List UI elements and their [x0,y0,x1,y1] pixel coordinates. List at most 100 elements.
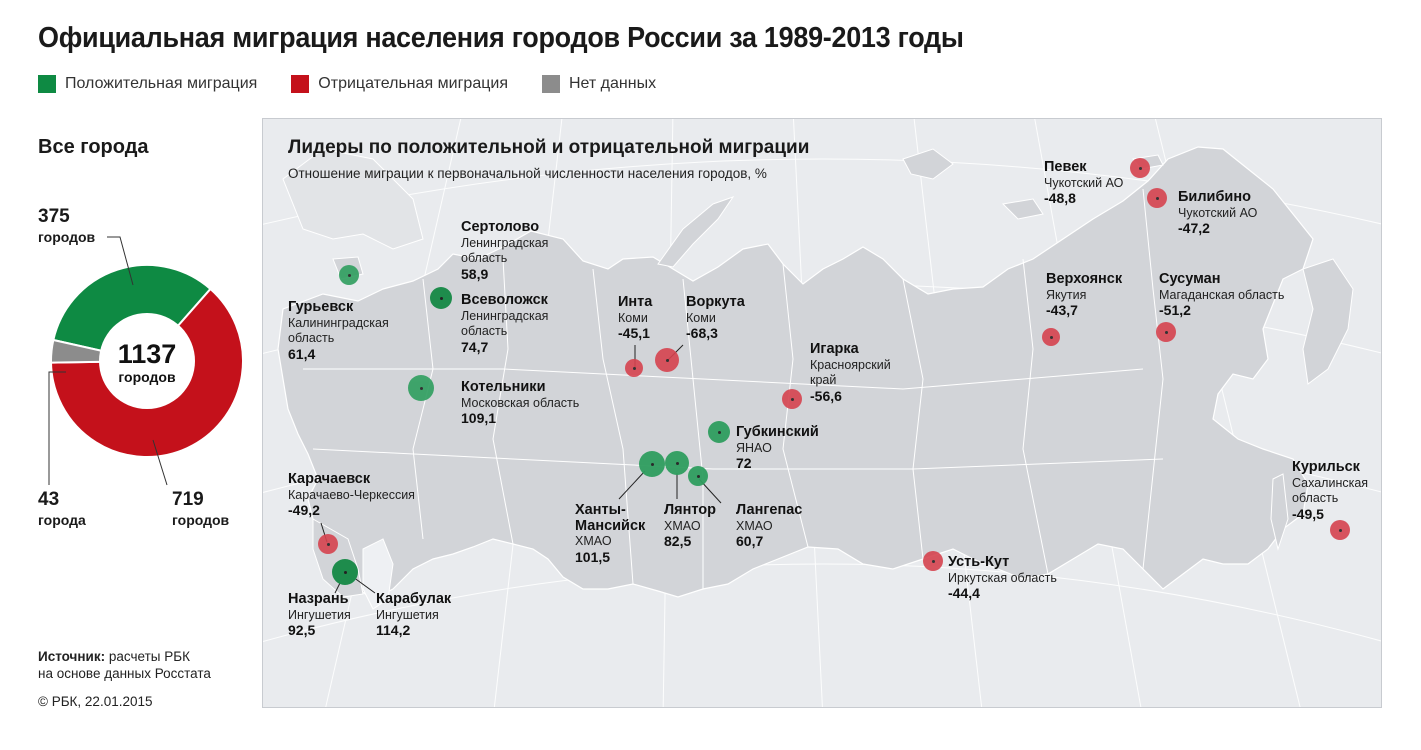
city-value: 58,9 [461,265,489,282]
city-label-karabulak: Карабулак Ингушетия 114,2 [376,591,451,639]
legend: Положительная миграция Отрицательная миг… [38,74,690,94]
city-region: Магаданская область [1159,287,1285,302]
source-label: Источник: [38,649,106,664]
marker-kotelniki[interactable] [408,375,434,401]
marker-inta[interactable] [625,359,643,377]
city-label-vorkuta: Воркута Коми -68,3 [686,294,745,342]
city-region: ХМАО [736,518,773,533]
legend-positive: Положительная миграция [38,75,257,93]
marker-bilibino[interactable] [1147,188,1167,208]
negative-leader-line [152,439,168,486]
donut-total-label: городов [118,369,176,385]
city-region: Московская область [461,395,580,410]
marker-sertolovo-vsevolozhsk[interactable] [430,287,452,309]
city-name: Усть-Кут [948,554,1010,570]
khanty-connector [618,470,646,500]
city-value: 60,7 [736,533,764,549]
source-text-1: расчеты РБК [108,649,190,664]
city-name: Губкинский [736,424,819,440]
nodata-count-label: города [38,512,86,528]
city-region-2: область [288,331,335,345]
city-region: Карачаево-Черкессия [288,487,415,502]
donut-total-value: 1137 [118,339,177,369]
city-value: 92,5 [288,622,316,638]
city-label-langepas: Лангепас ХМАО 60,7 [736,502,803,550]
city-name: Назрань [288,591,349,607]
city-label-kurilsk: Курильск Сахалинская область -49,5 [1292,459,1369,522]
city-value: -47,2 [1178,220,1210,236]
city-label-lyantor: Лянтор ХМАО 82,5 [664,502,717,550]
marker-nazran-karabulak[interactable] [332,559,358,585]
source-note: Источник: расчеты РБК на основе данных Р… [38,648,211,682]
legend-positive-label: Положительная миграция [65,75,258,92]
city-region: Чукотский АО [1178,205,1258,220]
city-label-ust-kut: Усть-Кут Иркутская область -44,4 [948,554,1057,602]
city-value: -43,7 [1046,302,1078,318]
city-name: Лангепас [736,502,803,518]
city-label-bilibino: Билибино Чукотский АО -47,2 [1178,189,1258,237]
marker-ust-kut[interactable] [923,551,943,571]
city-label-inta: Инта Коми -45,1 [618,294,652,342]
city-region-2: область [461,324,508,338]
city-region: Ингушетия [288,607,351,622]
city-name: Сусуман [1159,271,1221,287]
legend-negative-swatch [291,75,310,93]
marker-verkhoyansk[interactable] [1042,328,1060,346]
sakhalin-island [1270,473,1289,551]
city-name: Всеволожск [461,292,548,308]
nodata-leader-line [48,371,66,485]
city-name: Лянтор [664,502,717,518]
legend-negative: Отрицательная миграция [291,75,508,93]
city-value: -68,3 [686,325,718,341]
city-value: 101,5 [575,548,611,565]
marker-susuman[interactable] [1156,322,1176,342]
city-name: Воркута [686,294,745,310]
marker-gurievsk[interactable] [339,265,359,285]
city-value: 61,4 [288,345,316,362]
city-value: -49,2 [288,502,320,518]
city-name: Певек [1044,159,1087,175]
russia-map-panel [262,118,1382,708]
city-name: Гурьевск [288,299,354,315]
marker-khanty-mansiysk[interactable] [639,451,665,477]
marker-pevek[interactable] [1130,158,1150,178]
donut-hole [99,313,195,409]
marker-langepas[interactable] [688,466,708,486]
city-value: -56,6 [810,387,842,404]
positive-leader-line [107,236,134,286]
city-region: Коми [618,310,648,325]
city-value: 82,5 [664,533,692,549]
city-region: ЯНАО [736,440,772,455]
page-title: Официальная миграция населения городов Р… [38,22,964,54]
marker-lyantor[interactable] [665,451,689,475]
marker-vorkuta[interactable] [655,348,679,372]
positive-count: 375 [38,206,70,227]
legend-nodata-swatch [541,75,560,93]
city-value: -44,4 [948,585,980,601]
legend-positive-swatch [38,75,56,93]
city-region: Иркутская область [948,570,1057,585]
city-label-gubkinsky: Губкинский ЯНАО 72 [736,424,819,472]
city-label-gurievsk: Гурьевск Калининградская область 61,4 [288,299,389,362]
city-value: -48,8 [1044,190,1076,206]
city-value: 72 [736,455,752,471]
marker-kurilsk[interactable] [1330,520,1350,540]
city-region-2: край [810,373,837,387]
city-label-karachaevsk: Карачаевск Карачаево-Черкессия -49,2 [288,471,415,519]
marker-gubkinsky[interactable] [708,421,730,443]
city-name: Ханты- [575,502,626,518]
city-region: Красноярский [810,357,891,372]
city-name: Карачаевск [288,471,371,487]
severnaya-zemlya-island [902,148,954,180]
city-label-pevek: Певек Чукотский АО -48,8 [1044,159,1124,207]
city-region: Сахалинская [1292,475,1369,490]
city-region: Чукотский АО [1044,175,1124,190]
scandinavia-land [282,148,424,250]
marker-igarka[interactable] [782,389,802,409]
city-name: Билибино [1178,189,1251,205]
kamchatka-peninsula [1302,258,1354,385]
negative-count: 719 [172,489,204,510]
city-value: -51,2 [1159,302,1191,318]
marker-karachaevsk[interactable] [318,534,338,554]
city-label-verkhoyansk: Верхоянск Якутия -43,7 [1046,271,1122,319]
